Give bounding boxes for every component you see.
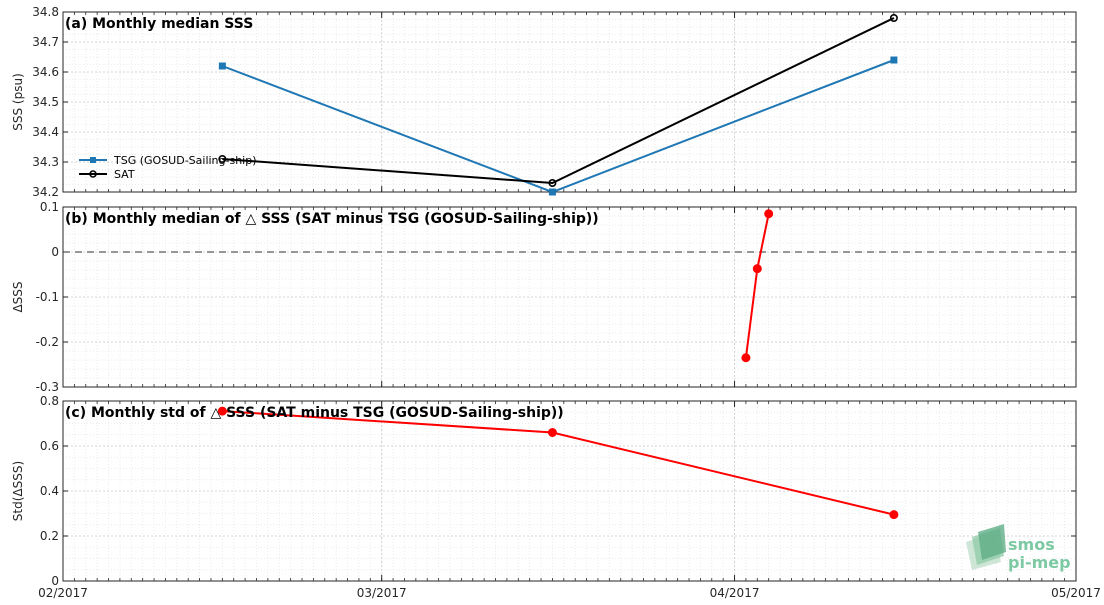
y-tick-label: 0.6 bbox=[40, 439, 59, 453]
y-tick-label: 34.5 bbox=[32, 95, 59, 109]
series-sat bbox=[218, 14, 898, 188]
y-tick-label: 0.8 bbox=[40, 394, 59, 408]
logo-text-line1: smos bbox=[1008, 535, 1055, 554]
y-tick-label: -0.1 bbox=[36, 290, 59, 304]
series-line bbox=[222, 17, 895, 185]
axes-box bbox=[62, 206, 1077, 388]
panel-c: 0 0.2 0.4 0.6 0.8 (c) Monthly std of △ SSS (S… bbox=[11, 394, 1077, 588]
y-tick-label: 0 bbox=[51, 574, 59, 588]
y-tick-label: 34.7 bbox=[32, 35, 59, 49]
smos-pimep-logo: smos pi-mep bbox=[966, 524, 1071, 572]
series-tsg-gosud-sailing-ship bbox=[218, 56, 898, 196]
x-tick-label: 04/2017 bbox=[710, 586, 760, 600]
data-point bbox=[548, 188, 556, 196]
data-point bbox=[547, 428, 557, 437]
data-point bbox=[889, 14, 898, 23]
data-point bbox=[752, 264, 762, 274]
logo-text-line2: pi-mep bbox=[1008, 553, 1071, 572]
y-tick-label: 0.2 bbox=[40, 529, 59, 543]
legend-label: SAT bbox=[114, 168, 135, 181]
x-tick-label: 05/2017 bbox=[1051, 586, 1101, 600]
panel-b: -0.3 -0.2 -0.1 0 0.1 (b) Monthly median of △ … bbox=[11, 200, 1077, 394]
y-tick-label: 34.3 bbox=[32, 155, 59, 169]
y-tick-label: -0.2 bbox=[36, 335, 59, 349]
axes-box bbox=[62, 11, 1077, 193]
legend-label: TSG (GOSUD-Sailing-ship) bbox=[113, 154, 257, 167]
legend-marker bbox=[90, 157, 96, 163]
y-tick-label: 0 bbox=[51, 245, 59, 259]
x-tick-label: 02/2017 bbox=[38, 586, 88, 600]
series-line bbox=[222, 410, 895, 516]
series-delta-sss bbox=[741, 209, 774, 363]
data-point bbox=[741, 353, 751, 363]
y-tick-label: 34.8 bbox=[32, 5, 59, 19]
data-point bbox=[548, 179, 557, 188]
data-point bbox=[764, 209, 774, 219]
panel-title: (a) Monthly median SSS bbox=[65, 16, 253, 32]
x-tick-label: 03/2017 bbox=[357, 586, 407, 600]
legend-marker bbox=[89, 170, 97, 178]
legend: TSG (GOSUD-Sailing-ship)SAT bbox=[79, 154, 257, 181]
logo-graphic bbox=[966, 524, 1006, 570]
y-axis-label: Std(ΔSSS) bbox=[11, 461, 25, 521]
y-tick-label: 34.6 bbox=[32, 65, 59, 79]
data-point bbox=[890, 56, 898, 64]
panel-a: 34.2 34.3 34.4 34.5 34.6 34.7 34.8 (a) Monthly … bbox=[11, 5, 1077, 199]
y-tick-label: -0.3 bbox=[36, 380, 59, 394]
y-tick-label: 0.4 bbox=[40, 484, 59, 498]
y-tick-label: 34.4 bbox=[32, 125, 59, 139]
data-point bbox=[889, 510, 899, 520]
axes-box bbox=[62, 400, 1077, 582]
series-delta-sss bbox=[217, 406, 899, 520]
y-tick-label: 0.1 bbox=[40, 200, 59, 214]
data-point bbox=[217, 406, 227, 416]
panel-title: (b) Monthly median of △ SSS (SAT minus T… bbox=[65, 211, 599, 227]
data-point bbox=[218, 155, 227, 164]
y-axis-label: SSS (psu) bbox=[11, 73, 25, 131]
y-axis-label: ΔSSS bbox=[11, 281, 25, 312]
y-tick-label: 34.2 bbox=[32, 185, 59, 199]
panel-title: (c) Monthly std of △ SSS (SAT minus TSG … bbox=[65, 405, 564, 421]
data-point bbox=[218, 62, 226, 70]
